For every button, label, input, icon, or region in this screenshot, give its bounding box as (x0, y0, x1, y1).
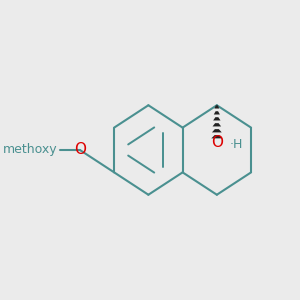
Text: methoxy: methoxy (3, 143, 57, 157)
Polygon shape (211, 135, 222, 138)
Polygon shape (212, 129, 222, 132)
Text: ·H: ·H (230, 138, 243, 151)
Text: O: O (74, 142, 86, 158)
Polygon shape (213, 117, 220, 121)
Polygon shape (214, 105, 219, 109)
Text: O: O (211, 135, 223, 150)
Polygon shape (213, 123, 221, 126)
Polygon shape (214, 111, 220, 115)
